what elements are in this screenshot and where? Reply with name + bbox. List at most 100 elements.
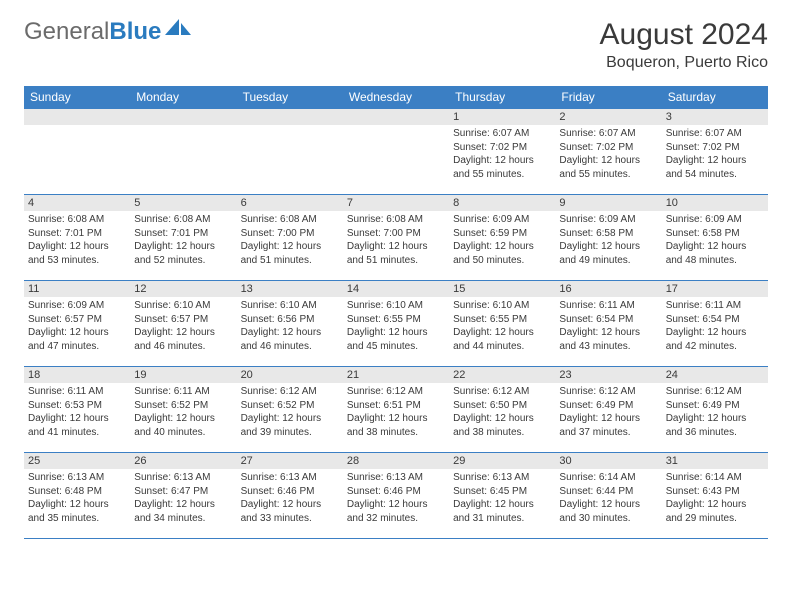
- sunrise-text: Sunrise: 6:08 AM: [28, 213, 126, 227]
- calendar-cell: 2Sunrise: 6:07 AMSunset: 7:02 PMDaylight…: [555, 109, 661, 195]
- calendar-cell: 28Sunrise: 6:13 AMSunset: 6:46 PMDayligh…: [343, 453, 449, 539]
- sunrise-text: Sunrise: 6:11 AM: [28, 385, 126, 399]
- sunrise-text: Sunrise: 6:12 AM: [559, 385, 657, 399]
- day-content: Sunrise: 6:12 AMSunset: 6:49 PMDaylight:…: [555, 383, 661, 441]
- daylight-text: Daylight: 12 hours and 46 minutes.: [134, 326, 232, 353]
- daylight-text: Daylight: 12 hours and 32 minutes.: [347, 498, 445, 525]
- daylight-text: Daylight: 12 hours and 29 minutes.: [666, 498, 764, 525]
- day-number: 24: [662, 367, 768, 383]
- day-content: Sunrise: 6:12 AMSunset: 6:50 PMDaylight:…: [449, 383, 555, 441]
- day-content: Sunrise: 6:11 AMSunset: 6:52 PMDaylight:…: [130, 383, 236, 441]
- sunset-text: Sunset: 6:45 PM: [453, 485, 551, 499]
- day-header-row: Sunday Monday Tuesday Wednesday Thursday…: [24, 86, 768, 109]
- day-number: [343, 109, 449, 125]
- calendar-cell: 18Sunrise: 6:11 AMSunset: 6:53 PMDayligh…: [24, 367, 130, 453]
- day-content: Sunrise: 6:10 AMSunset: 6:55 PMDaylight:…: [449, 297, 555, 355]
- day-content: Sunrise: 6:08 AMSunset: 7:00 PMDaylight:…: [343, 211, 449, 269]
- calendar-cell: 10Sunrise: 6:09 AMSunset: 6:58 PMDayligh…: [662, 195, 768, 281]
- calendar-cell: 14Sunrise: 6:10 AMSunset: 6:55 PMDayligh…: [343, 281, 449, 367]
- sunset-text: Sunset: 6:43 PM: [666, 485, 764, 499]
- calendar-cell: 8Sunrise: 6:09 AMSunset: 6:59 PMDaylight…: [449, 195, 555, 281]
- day-header: Saturday: [662, 86, 768, 109]
- daylight-text: Daylight: 12 hours and 36 minutes.: [666, 412, 764, 439]
- daylight-text: Daylight: 12 hours and 43 minutes.: [559, 326, 657, 353]
- sunset-text: Sunset: 6:54 PM: [559, 313, 657, 327]
- sunset-text: Sunset: 7:01 PM: [134, 227, 232, 241]
- day-content: Sunrise: 6:10 AMSunset: 6:57 PMDaylight:…: [130, 297, 236, 355]
- sunrise-text: Sunrise: 6:09 AM: [453, 213, 551, 227]
- day-number: 27: [237, 453, 343, 469]
- sunset-text: Sunset: 7:00 PM: [347, 227, 445, 241]
- month-title: August 2024: [600, 18, 768, 52]
- sunset-text: Sunset: 7:02 PM: [559, 141, 657, 155]
- sunset-text: Sunset: 6:58 PM: [559, 227, 657, 241]
- sunset-text: Sunset: 6:57 PM: [134, 313, 232, 327]
- logo-sail-icon: [165, 16, 191, 44]
- day-content: Sunrise: 6:09 AMSunset: 6:59 PMDaylight:…: [449, 211, 555, 269]
- daylight-text: Daylight: 12 hours and 40 minutes.: [134, 412, 232, 439]
- calendar-cell: 30Sunrise: 6:14 AMSunset: 6:44 PMDayligh…: [555, 453, 661, 539]
- day-number: 23: [555, 367, 661, 383]
- sunset-text: Sunset: 6:50 PM: [453, 399, 551, 413]
- day-number: 29: [449, 453, 555, 469]
- sunset-text: Sunset: 7:02 PM: [666, 141, 764, 155]
- day-content: Sunrise: 6:09 AMSunset: 6:57 PMDaylight:…: [24, 297, 130, 355]
- calendar-cell: 9Sunrise: 6:09 AMSunset: 6:58 PMDaylight…: [555, 195, 661, 281]
- title-block: August 2024 Boqueron, Puerto Rico: [600, 18, 768, 72]
- daylight-text: Daylight: 12 hours and 51 minutes.: [241, 240, 339, 267]
- sunrise-text: Sunrise: 6:07 AM: [666, 127, 764, 141]
- daylight-text: Daylight: 12 hours and 42 minutes.: [666, 326, 764, 353]
- day-content: Sunrise: 6:07 AMSunset: 7:02 PMDaylight:…: [449, 125, 555, 183]
- daylight-text: Daylight: 12 hours and 45 minutes.: [347, 326, 445, 353]
- calendar-cell: [343, 109, 449, 195]
- sunset-text: Sunset: 6:55 PM: [453, 313, 551, 327]
- day-content: Sunrise: 6:07 AMSunset: 7:02 PMDaylight:…: [662, 125, 768, 183]
- daylight-text: Daylight: 12 hours and 47 minutes.: [28, 326, 126, 353]
- day-header: Monday: [130, 86, 236, 109]
- day-content: Sunrise: 6:14 AMSunset: 6:44 PMDaylight:…: [555, 469, 661, 527]
- sunrise-text: Sunrise: 6:09 AM: [28, 299, 126, 313]
- sunrise-text: Sunrise: 6:11 AM: [134, 385, 232, 399]
- day-number: 15: [449, 281, 555, 297]
- daylight-text: Daylight: 12 hours and 51 minutes.: [347, 240, 445, 267]
- calendar-row: 1Sunrise: 6:07 AMSunset: 7:02 PMDaylight…: [24, 109, 768, 195]
- calendar-row: 11Sunrise: 6:09 AMSunset: 6:57 PMDayligh…: [24, 281, 768, 367]
- day-content: Sunrise: 6:10 AMSunset: 6:55 PMDaylight:…: [343, 297, 449, 355]
- day-content: Sunrise: 6:13 AMSunset: 6:45 PMDaylight:…: [449, 469, 555, 527]
- day-number: [237, 109, 343, 125]
- day-content: Sunrise: 6:10 AMSunset: 6:56 PMDaylight:…: [237, 297, 343, 355]
- day-number: 7: [343, 195, 449, 211]
- sunrise-text: Sunrise: 6:08 AM: [241, 213, 339, 227]
- day-number: 14: [343, 281, 449, 297]
- daylight-text: Daylight: 12 hours and 41 minutes.: [28, 412, 126, 439]
- day-number: 22: [449, 367, 555, 383]
- calendar-cell: 16Sunrise: 6:11 AMSunset: 6:54 PMDayligh…: [555, 281, 661, 367]
- calendar-cell: 26Sunrise: 6:13 AMSunset: 6:47 PMDayligh…: [130, 453, 236, 539]
- header: GeneralBlue August 2024 Boqueron, Puerto…: [24, 18, 768, 72]
- sunset-text: Sunset: 6:48 PM: [28, 485, 126, 499]
- day-header: Wednesday: [343, 86, 449, 109]
- day-number: 19: [130, 367, 236, 383]
- day-number: 5: [130, 195, 236, 211]
- day-number: 12: [130, 281, 236, 297]
- day-number: 3: [662, 109, 768, 125]
- sunrise-text: Sunrise: 6:07 AM: [559, 127, 657, 141]
- daylight-text: Daylight: 12 hours and 49 minutes.: [559, 240, 657, 267]
- sunset-text: Sunset: 6:54 PM: [666, 313, 764, 327]
- day-number: 30: [555, 453, 661, 469]
- calendar-cell: 12Sunrise: 6:10 AMSunset: 6:57 PMDayligh…: [130, 281, 236, 367]
- calendar-cell: 11Sunrise: 6:09 AMSunset: 6:57 PMDayligh…: [24, 281, 130, 367]
- day-number: 8: [449, 195, 555, 211]
- daylight-text: Daylight: 12 hours and 53 minutes.: [28, 240, 126, 267]
- day-number: 31: [662, 453, 768, 469]
- sunset-text: Sunset: 6:51 PM: [347, 399, 445, 413]
- sunset-text: Sunset: 6:52 PM: [241, 399, 339, 413]
- calendar-cell: 4Sunrise: 6:08 AMSunset: 7:01 PMDaylight…: [24, 195, 130, 281]
- calendar-row: 25Sunrise: 6:13 AMSunset: 6:48 PMDayligh…: [24, 453, 768, 539]
- sunrise-text: Sunrise: 6:08 AM: [134, 213, 232, 227]
- daylight-text: Daylight: 12 hours and 55 minutes.: [559, 154, 657, 181]
- day-header: Sunday: [24, 86, 130, 109]
- sunrise-text: Sunrise: 6:13 AM: [241, 471, 339, 485]
- day-content: Sunrise: 6:12 AMSunset: 6:51 PMDaylight:…: [343, 383, 449, 441]
- day-content: Sunrise: 6:08 AMSunset: 7:00 PMDaylight:…: [237, 211, 343, 269]
